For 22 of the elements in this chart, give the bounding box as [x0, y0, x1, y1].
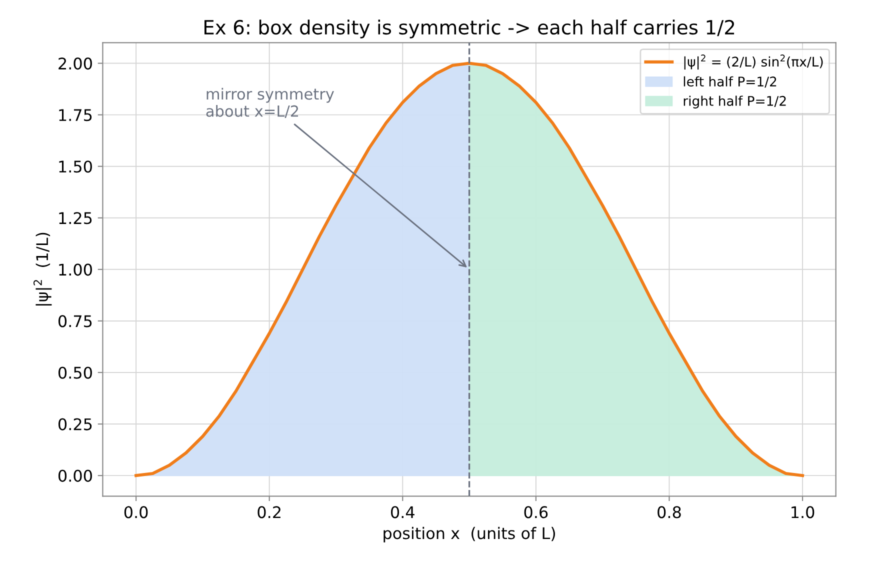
chart-title: Ex 6: box density is symmetric -> each half carries 1/2	[204, 20, 734, 38]
x-tick-label: 0.4	[390, 506, 414, 518]
y-tick-label: 1.50	[59, 160, 92, 173]
y-tick-label: 0.75	[58, 315, 92, 328]
legend-label: |ψ|$^{2}$ = (2/L) sin$^{2}$(πx/L)	[684, 54, 823, 70]
y-tick-label: 0.50	[58, 366, 92, 379]
x-tick-label: 0.0	[124, 506, 148, 518]
annotation: mirror symmetry about x=L/2	[206, 88, 334, 118]
x-axis-title: position x (units of L)	[384, 526, 555, 542]
x-tick-label: 0.6	[524, 506, 548, 518]
legend-label: left half P=1/2	[684, 76, 776, 88]
y-tick-label: 1.00	[59, 264, 92, 276]
x-tick-label: 1.0	[792, 506, 814, 518]
x-tick-label: 0.2	[258, 506, 280, 518]
x-tick-label: 0.8	[658, 506, 681, 518]
y-tick-label: 2.00	[58, 58, 92, 70]
y-tick-label: 0.25	[58, 418, 92, 430]
legend-label: right half P=1/2	[684, 96, 786, 108]
y-tick-label: 1.25	[59, 212, 92, 224]
y-tick-label: 1.75	[59, 109, 92, 122]
y-axis-title: |ψ|$^{2}$ (1/L)	[34, 232, 52, 306]
y-tick-label: 0.00	[58, 470, 92, 482]
